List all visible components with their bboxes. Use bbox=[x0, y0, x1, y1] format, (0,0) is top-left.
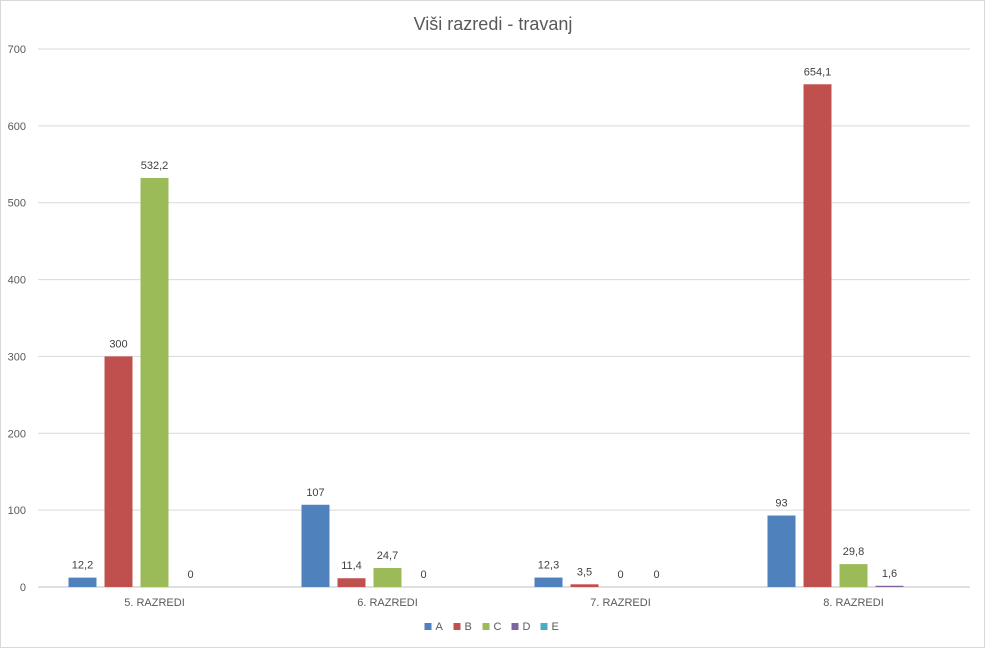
legend-swatch-a bbox=[424, 623, 432, 630]
x-axis-categories: 5. RAZREDI 6. RAZREDI 7. RAZREDI 8. RAZREDI bbox=[124, 597, 884, 609]
legend-swatch-b bbox=[453, 623, 461, 630]
data-label: 0 bbox=[617, 569, 623, 581]
bar-b-2 bbox=[337, 578, 366, 587]
bar-d-4 bbox=[875, 585, 904, 587]
bar-b-3 bbox=[570, 584, 599, 587]
y-tick-label: 200 bbox=[8, 428, 26, 440]
legend-label: A bbox=[436, 621, 444, 633]
legend-swatch-e bbox=[540, 623, 548, 630]
data-label: 24,7 bbox=[377, 550, 398, 562]
y-tick-label: 300 bbox=[8, 351, 26, 363]
data-label: 654,1 bbox=[804, 66, 832, 78]
y-tick-label: 100 bbox=[8, 505, 26, 517]
legend-label: C bbox=[494, 621, 502, 633]
data-label: 3,5 bbox=[577, 566, 592, 578]
bar-a-4 bbox=[767, 515, 796, 587]
data-label: 107 bbox=[306, 487, 324, 499]
data-label: 0 bbox=[653, 569, 659, 581]
legend-swatch-c bbox=[482, 623, 490, 630]
x-category-label: 7. RAZREDI bbox=[590, 597, 651, 609]
y-tick-label: 600 bbox=[8, 121, 26, 133]
bar-b-4 bbox=[803, 84, 832, 587]
y-tick-label: 500 bbox=[8, 198, 26, 210]
legend-label: D bbox=[523, 621, 531, 633]
legend-swatch-d bbox=[511, 623, 519, 630]
data-label: 0 bbox=[420, 569, 426, 581]
bar-c-2 bbox=[373, 568, 402, 587]
bar-a-3 bbox=[534, 577, 563, 587]
x-category-label: 5. RAZREDI bbox=[124, 597, 185, 609]
chart-title: Viši razredi - travanj bbox=[414, 14, 573, 34]
bar-a-2 bbox=[301, 504, 330, 587]
data-label: 12,2 bbox=[72, 560, 93, 572]
data-labels: 12,2 300 532,2 0 107 11,4 24,7 0 12,3 3,5 0 0 93 654,… bbox=[72, 66, 897, 581]
legend-label: E bbox=[552, 621, 559, 633]
data-label: 532,2 bbox=[141, 160, 169, 172]
data-label: 11,4 bbox=[341, 560, 362, 572]
x-category-label: 8. RAZREDI bbox=[823, 597, 884, 609]
bar-a-1 bbox=[68, 577, 97, 587]
bars bbox=[68, 84, 904, 587]
bar-b-1 bbox=[104, 356, 133, 587]
data-label: 300 bbox=[109, 338, 127, 350]
data-label: 12,3 bbox=[538, 560, 559, 572]
y-axis-ticks: 0 100 200 300 400 500 600 700 bbox=[8, 44, 26, 594]
legend: A B C D E bbox=[424, 621, 559, 633]
legend-label: B bbox=[465, 621, 472, 633]
bar-c-1 bbox=[140, 177, 169, 587]
data-label: 29,8 bbox=[843, 546, 864, 558]
y-tick-label: 0 bbox=[20, 582, 26, 594]
y-tick-label: 700 bbox=[8, 44, 26, 56]
data-label: 1,6 bbox=[882, 568, 897, 580]
data-label: 0 bbox=[187, 569, 193, 581]
data-label: 93 bbox=[775, 498, 787, 510]
x-category-label: 6. RAZREDI bbox=[357, 597, 418, 609]
bar-c-4 bbox=[839, 564, 868, 587]
y-tick-label: 400 bbox=[8, 275, 26, 287]
